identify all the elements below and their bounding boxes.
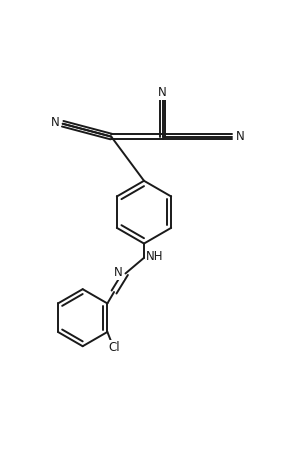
Text: N: N (236, 130, 245, 143)
Text: Cl: Cl (109, 342, 120, 355)
Text: N: N (51, 116, 60, 129)
Text: N: N (114, 266, 123, 279)
Text: NH: NH (146, 250, 164, 263)
Text: N: N (158, 86, 167, 99)
